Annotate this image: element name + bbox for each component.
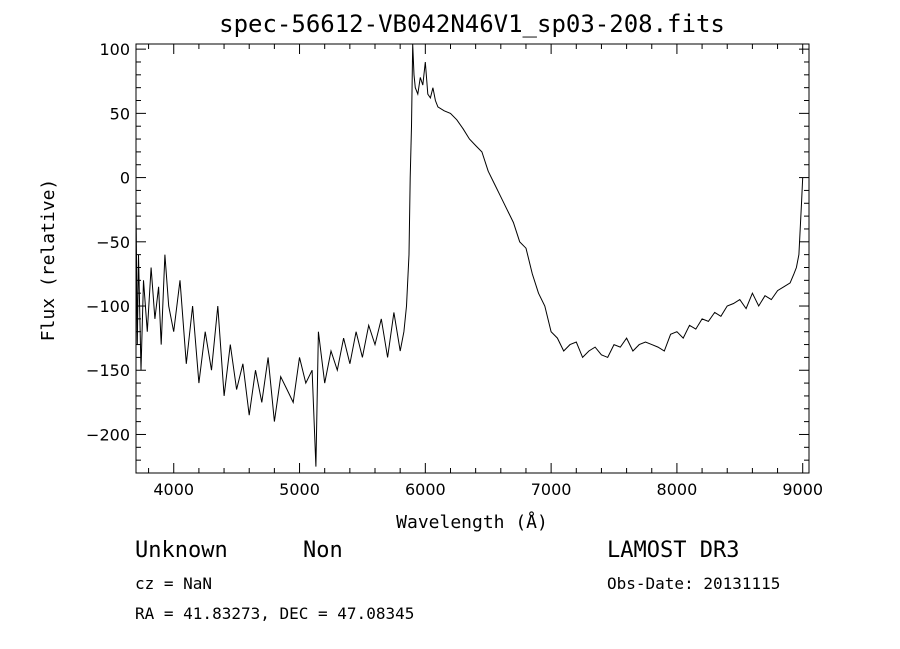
x-axis-label: Wavelength (Å) [396, 511, 548, 533]
x-tick-label: 5000 [279, 480, 320, 499]
obs-date-label: Obs-Date: 20131115 [607, 574, 781, 593]
chart-title: spec-56612-VB042N46V1_sp03-208.fits [219, 10, 725, 38]
object-class-label: Unknown [135, 538, 228, 563]
y-tick-label: −50 [96, 233, 130, 252]
x-tick-label: 7000 [531, 480, 572, 499]
spectrum-series-line [135, 43, 804, 467]
y-tick-label: 0 [120, 169, 130, 188]
survey-label: LAMOST DR3 [607, 538, 740, 563]
y-axis-label: Flux (relative) [38, 179, 59, 342]
coordinates-label: RA = 41.83273, DEC = 47.08345 [135, 604, 415, 623]
x-tick-label: 8000 [657, 480, 698, 499]
y-tick-label: 100 [99, 40, 130, 59]
axis-ticks: 4000 5000 6000 7000 8000 9000 100 50 0 −50 −100 −15… [86, 40, 823, 499]
object-subclass-label: Non [303, 538, 343, 563]
x-tick-label: 4000 [153, 480, 194, 499]
plot-frame [135, 43, 810, 474]
redshift-label: cz = NaN [135, 574, 213, 593]
x-tick-label: 6000 [405, 480, 446, 499]
y-tick-label: −150 [86, 361, 130, 380]
y-tick-label: 50 [110, 104, 130, 123]
y-tick-label: −200 [86, 425, 130, 444]
y-tick-label: −100 [86, 297, 130, 316]
x-tick-label: 9000 [782, 480, 823, 499]
